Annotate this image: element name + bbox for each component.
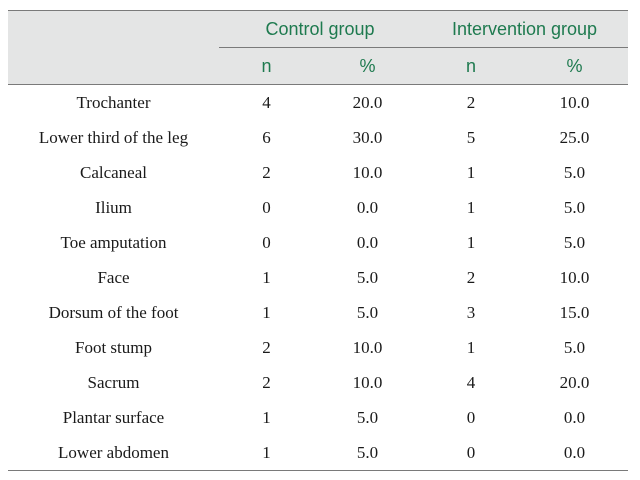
control-percent-cell: 0.0 bbox=[356, 232, 379, 252]
table-row: Dorsum of the foot 1 5.0 3 15.0 bbox=[8, 295, 628, 330]
control-percent-cell: 20.0 bbox=[352, 92, 383, 112]
intervention-n-cell: 3 bbox=[466, 302, 476, 322]
intervention-n-cell: 1 bbox=[466, 162, 476, 182]
control-n-cell: 1 bbox=[262, 407, 271, 427]
control-percent-cell: 0.0 bbox=[356, 197, 379, 217]
table-body: Trochanter 4 20.0 2 10.0 Lower third of the l… bbox=[8, 85, 629, 471]
header-empty-cell bbox=[8, 10, 219, 48]
header-group-row: Control group Intervention group bbox=[8, 10, 629, 48]
control-n-cell: 0 bbox=[262, 232, 271, 252]
table-row: Plantar surface 1 5.0 0 0.0 bbox=[8, 400, 628, 435]
row-label: Lower third of the leg bbox=[38, 127, 189, 147]
intervention-percent-cell: 5.0 bbox=[563, 232, 586, 252]
intervention-n-cell: 1 bbox=[466, 232, 476, 252]
control-n-cell: 2 bbox=[262, 162, 271, 182]
header-subheader-row: n % n % bbox=[8, 47, 629, 85]
row-label: Face bbox=[97, 267, 130, 287]
table-row: Sacrum 2 10.0 4 20.0 bbox=[8, 365, 628, 400]
header-control-group: Control group bbox=[219, 10, 422, 48]
control-percent-cell: 5.0 bbox=[356, 407, 379, 427]
control-percent-cell: 5.0 bbox=[356, 442, 379, 462]
table-row: Lower abdomen 1 5.0 0 0.0 bbox=[8, 435, 629, 471]
header-control-n: n bbox=[219, 47, 314, 85]
intervention-percent-cell: 10.0 bbox=[559, 267, 590, 287]
header-intervention-percent: % bbox=[521, 47, 629, 85]
row-label: Dorsum of the foot bbox=[48, 302, 179, 322]
intervention-n-cell: 2 bbox=[466, 267, 476, 287]
intervention-n-cell: 1 bbox=[466, 197, 476, 217]
control-percent-cell: 5.0 bbox=[356, 267, 379, 287]
header-intervention-n: n bbox=[421, 47, 522, 85]
intervention-n-cell: 0 bbox=[466, 407, 476, 427]
row-label: Foot stump bbox=[75, 337, 152, 357]
table-row: Lower third of the leg 6 30.0 5 25.0 bbox=[8, 120, 628, 155]
table-row: Ilium 0 0.0 1 5.0 bbox=[8, 190, 628, 225]
table-row: Trochanter 4 20.0 2 10.0 bbox=[8, 85, 628, 121]
row-label: Trochanter bbox=[76, 92, 151, 112]
table-row: Foot stump 2 10.0 1 5.0 bbox=[8, 330, 628, 365]
header-intervention-group: Intervention group bbox=[421, 10, 629, 48]
row-label: Ilium bbox=[95, 197, 132, 217]
intervention-percent-cell: 0.0 bbox=[563, 442, 586, 462]
header-control-percent: % bbox=[314, 47, 422, 85]
control-n-cell: 1 bbox=[262, 302, 271, 322]
table-row: Face 1 5.0 2 10.0 bbox=[8, 260, 628, 295]
control-n-cell: 2 bbox=[262, 372, 271, 392]
control-n-cell: 6 bbox=[262, 127, 271, 147]
intervention-n-cell: 0 bbox=[466, 442, 476, 462]
data-table: Control group Intervention group n % n %… bbox=[8, 10, 629, 471]
control-percent-cell: 10.0 bbox=[352, 337, 383, 357]
table-row: Calcaneal 2 10.0 1 5.0 bbox=[8, 155, 628, 190]
row-label: Sacrum bbox=[87, 372, 140, 392]
intervention-percent-cell: 25.0 bbox=[559, 127, 590, 147]
control-percent-cell: 10.0 bbox=[352, 372, 383, 392]
intervention-percent-cell: 5.0 bbox=[563, 337, 586, 357]
control-n-cell: 1 bbox=[262, 267, 271, 287]
control-percent-cell: 5.0 bbox=[356, 302, 379, 322]
intervention-n-cell: 2 bbox=[466, 92, 476, 112]
row-label: Toe amputation bbox=[60, 232, 167, 252]
row-label: Calcaneal bbox=[79, 162, 147, 182]
header-empty-cell bbox=[8, 47, 219, 85]
intervention-n-cell: 1 bbox=[466, 337, 476, 357]
control-n-cell: 4 bbox=[262, 92, 271, 112]
intervention-percent-cell: 15.0 bbox=[559, 302, 590, 322]
control-n-cell: 0 bbox=[262, 197, 271, 217]
intervention-n-cell: 5 bbox=[466, 127, 476, 147]
table-row: Toe amputation 0 0.0 1 5.0 bbox=[8, 225, 628, 260]
control-n-cell: 1 bbox=[262, 442, 271, 462]
intervention-percent-cell: 0.0 bbox=[563, 407, 586, 427]
control-percent-cell: 30.0 bbox=[352, 127, 383, 147]
intervention-percent-cell: 5.0 bbox=[563, 162, 586, 182]
row-label: Plantar surface bbox=[62, 407, 165, 427]
intervention-percent-cell: 20.0 bbox=[559, 372, 590, 392]
row-label: Lower abdomen bbox=[58, 442, 169, 462]
control-percent-cell: 10.0 bbox=[352, 162, 383, 182]
intervention-n-cell: 4 bbox=[466, 372, 476, 392]
table-header: Control group Intervention group n % n % bbox=[8, 10, 629, 85]
control-n-cell: 2 bbox=[262, 337, 271, 357]
intervention-percent-cell: 10.0 bbox=[559, 92, 590, 112]
intervention-percent-cell: 5.0 bbox=[563, 197, 586, 217]
